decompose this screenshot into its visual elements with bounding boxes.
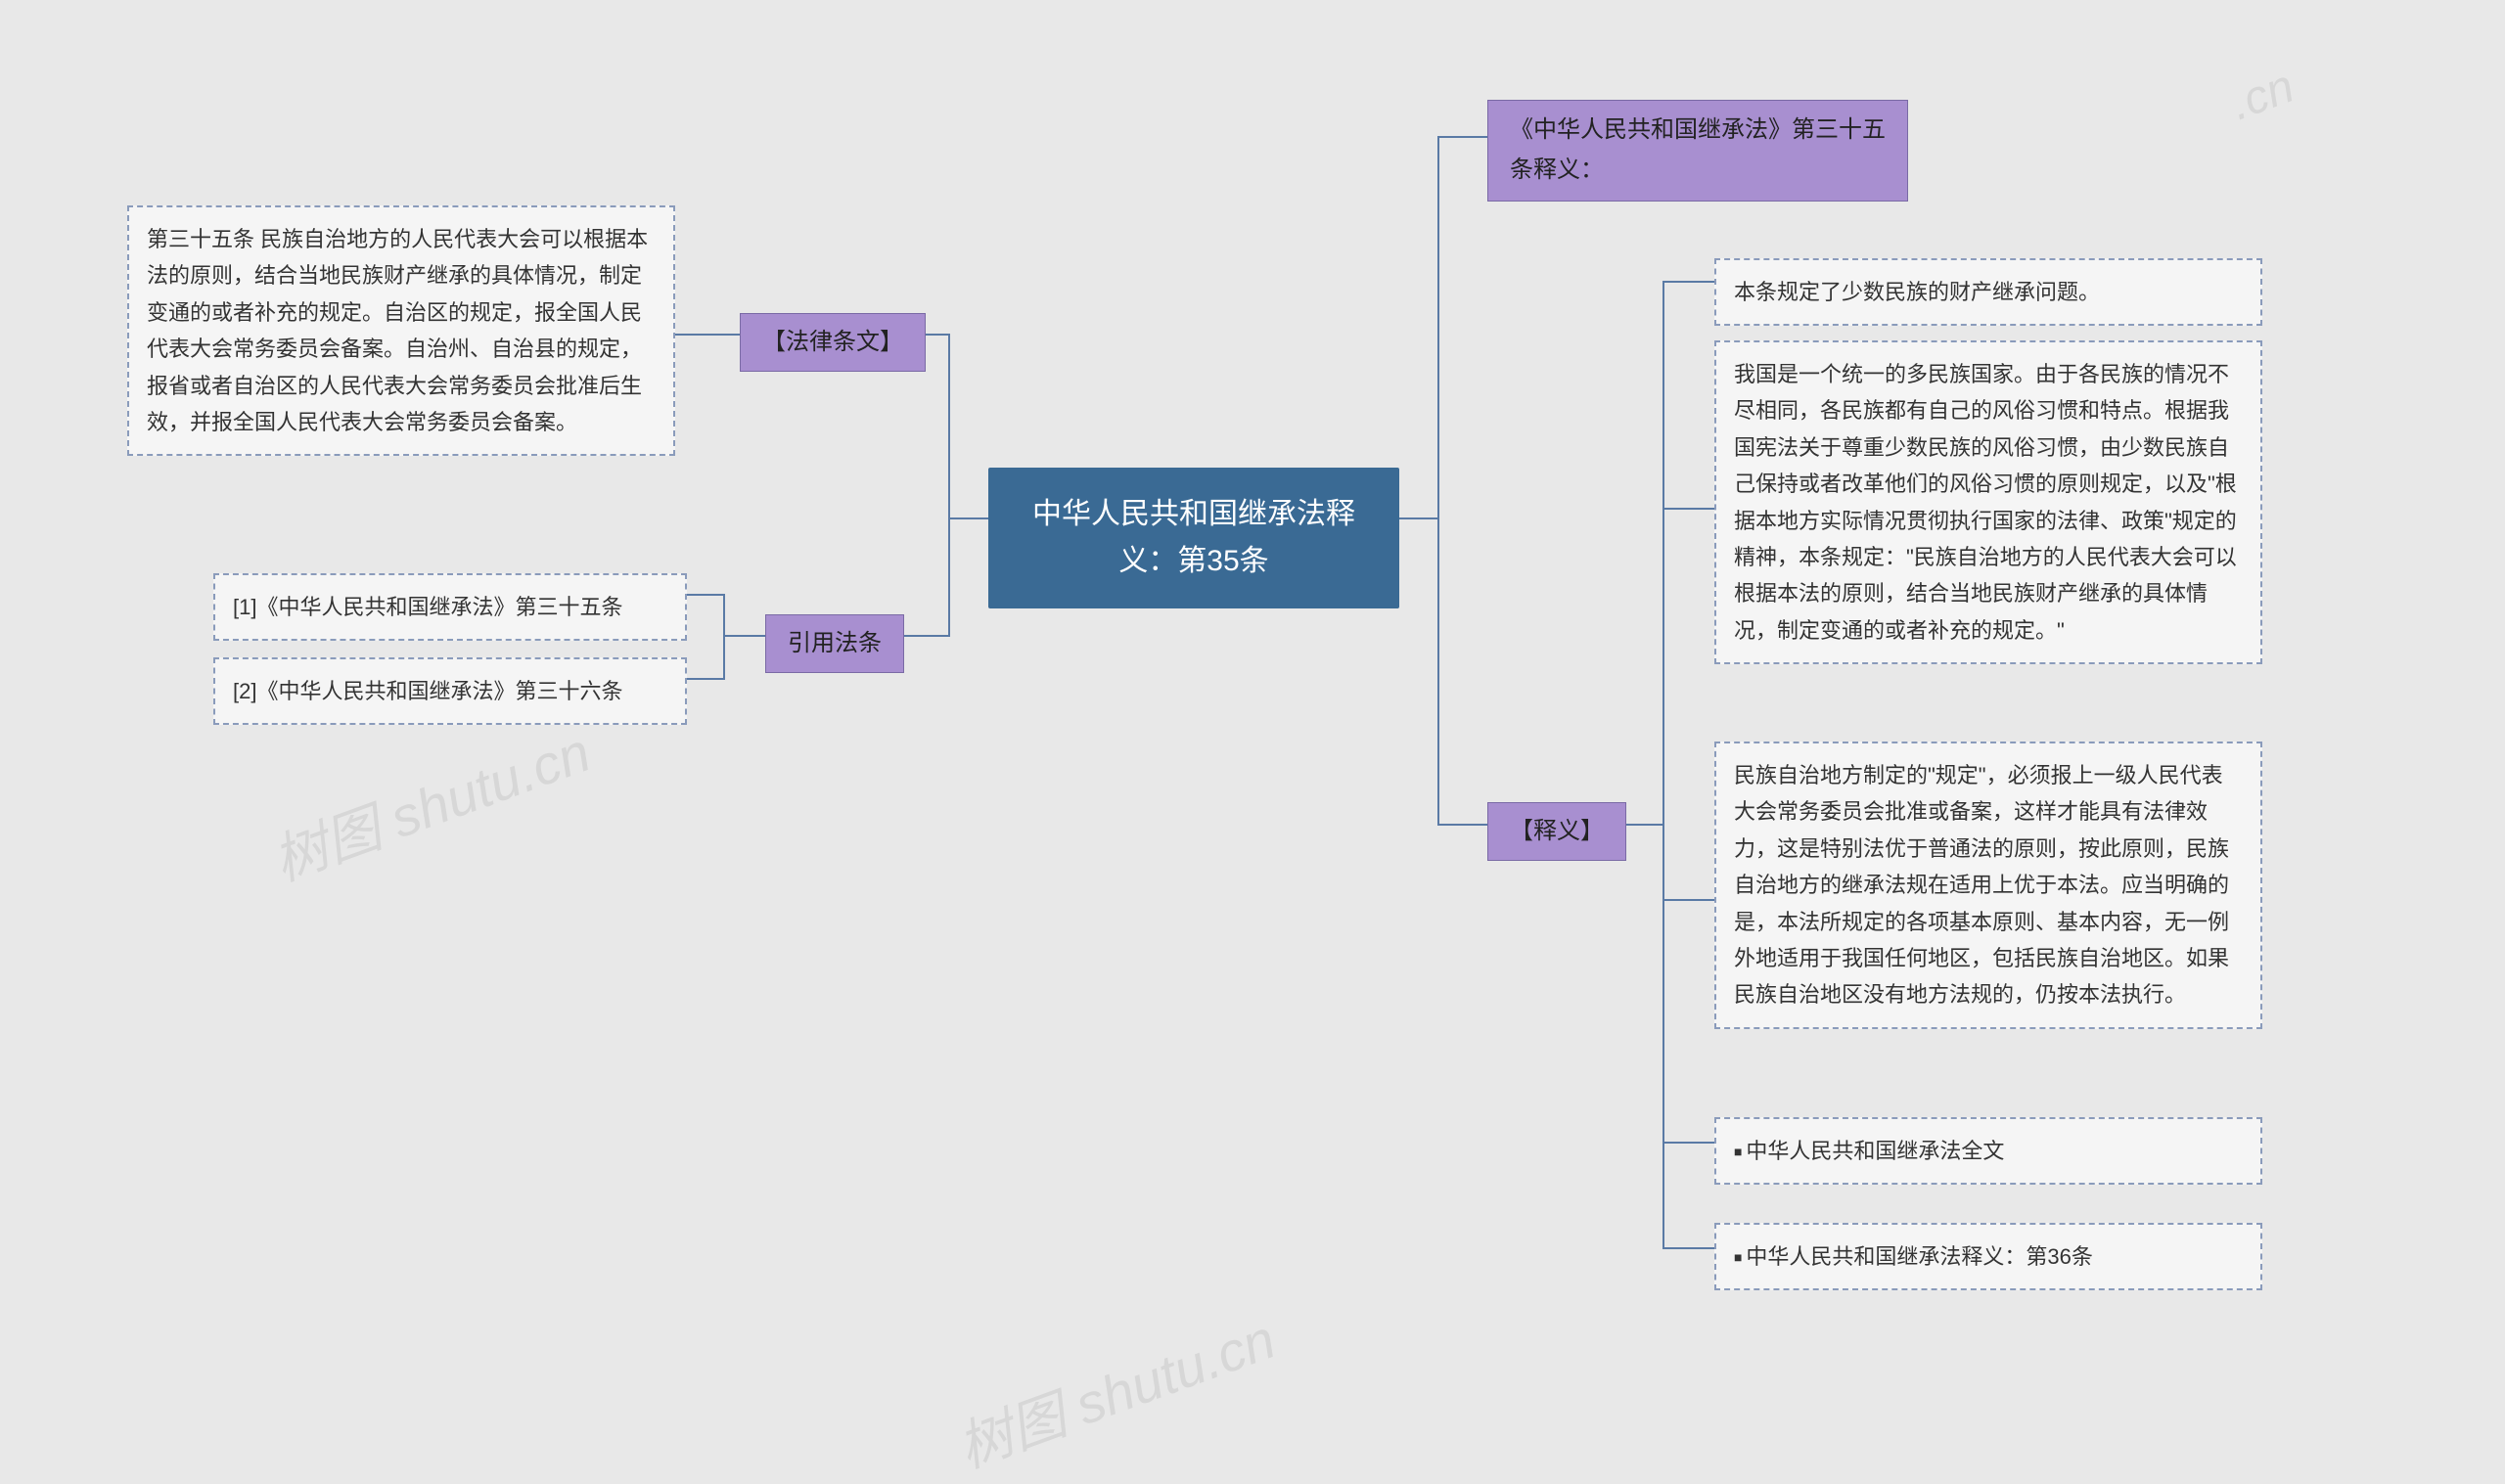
leaf-text: [1]《中华人民共和国继承法》第三十五条	[233, 595, 622, 619]
category-title-right[interactable]: 《中华人民共和国继承法》第三十五条释义：	[1487, 100, 1908, 202]
leaf-text: [2]《中华人民共和国继承法》第三十六条	[233, 679, 622, 703]
leaf-text: 中华人民共和国继承法释义：第36条	[1734, 1244, 2093, 1269]
category-label: 【释义】	[1510, 818, 1604, 844]
watermark: 树图 shutu.cn	[945, 1295, 1285, 1483]
leaf-text: 本条规定了少数民族的财产继承问题。	[1734, 280, 2100, 304]
leaf-citation-2: [2]《中华人民共和国继承法》第三十六条	[213, 657, 687, 725]
leaf-text: 第三十五条 民族自治地方的人民代表大会可以根据本法的原则，结合当地民族财产继承的…	[147, 227, 648, 434]
watermark: 树图 shutu.cn	[260, 708, 600, 896]
root-node[interactable]: 中华人民共和国继承法释义：第35条	[988, 468, 1399, 608]
leaf-interpretation-p3: 民族自治地方制定的"规定"，必须报上一级人民代表大会常务委员会批准或备案，这样才…	[1714, 742, 2262, 1029]
root-text: 中华人民共和国继承法释义：第35条	[1032, 498, 1355, 577]
category-law-text[interactable]: 【法律条文】	[740, 313, 926, 372]
category-label: 引用法条	[788, 630, 882, 656]
leaf-text: 中华人民共和国继承法全文	[1734, 1139, 2004, 1163]
leaf-interpretation-link2[interactable]: 中华人民共和国继承法释义：第36条	[1714, 1223, 2262, 1290]
category-label: 《中华人民共和国继承法》第三十五条释义：	[1510, 116, 1886, 183]
category-citations[interactable]: 引用法条	[765, 614, 904, 673]
leaf-interpretation-p1: 本条规定了少数民族的财产继承问题。	[1714, 258, 2262, 326]
category-interpretation[interactable]: 【释义】	[1487, 802, 1626, 861]
leaf-text: 我国是一个统一的多民族国家。由于各民族的情况不尽相同，各民族都有自己的风俗习惯和…	[1734, 362, 2237, 643]
category-label: 【法律条文】	[762, 329, 903, 355]
leaf-interpretation-p2: 我国是一个统一的多民族国家。由于各民族的情况不尽相同，各民族都有自己的风俗习惯和…	[1714, 340, 2262, 664]
leaf-text: 民族自治地方制定的"规定"，必须报上一级人民代表大会常务委员会批准或备案，这样才…	[1734, 763, 2229, 1007]
watermark: .cn	[2224, 60, 2301, 132]
leaf-law-text-content: 第三十五条 民族自治地方的人民代表大会可以根据本法的原则，结合当地民族财产继承的…	[127, 205, 675, 456]
leaf-interpretation-link1[interactable]: 中华人民共和国继承法全文	[1714, 1117, 2262, 1185]
leaf-citation-1: [1]《中华人民共和国继承法》第三十五条	[213, 573, 687, 641]
